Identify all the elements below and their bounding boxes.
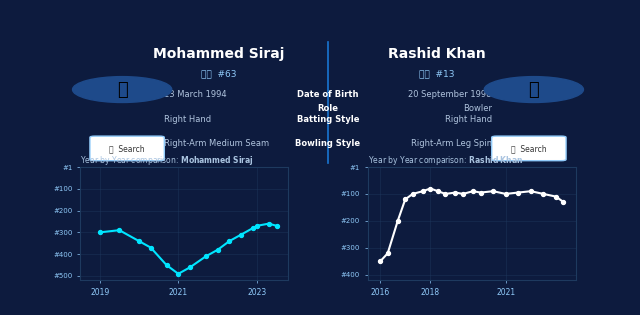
Point — [224, 238, 234, 243]
Text: Right-Arm Medium Seam: Right-Arm Medium Seam — [164, 139, 269, 148]
Point — [264, 221, 274, 226]
Text: Role: Role — [317, 104, 339, 113]
Point — [134, 238, 144, 243]
Point — [185, 265, 195, 270]
Text: Right Hand: Right Hand — [445, 115, 492, 124]
Text: Bowling Style: Bowling Style — [296, 139, 360, 148]
Circle shape — [72, 77, 172, 102]
Point — [418, 189, 428, 194]
Point — [114, 228, 124, 233]
Point — [551, 194, 561, 199]
Point — [146, 245, 156, 250]
Point — [500, 192, 511, 197]
Text: Date of Birth: Date of Birth — [297, 89, 359, 99]
Point — [392, 218, 403, 223]
Point — [525, 189, 536, 194]
Point — [212, 247, 223, 252]
Point — [433, 189, 443, 194]
Point — [440, 192, 451, 197]
Text: 🇮🇳  #63: 🇮🇳 #63 — [201, 69, 237, 78]
FancyBboxPatch shape — [492, 136, 566, 161]
Text: 🔍  Search: 🔍 Search — [109, 144, 145, 153]
Text: 🇦🇫  #13: 🇦🇫 #13 — [419, 69, 455, 78]
Point — [252, 223, 262, 228]
Point — [408, 192, 418, 197]
Text: Batting Style: Batting Style — [297, 115, 359, 124]
Point — [236, 232, 246, 237]
Point — [538, 192, 548, 197]
Point — [513, 190, 524, 195]
Text: Rashid Khan: Rashid Khan — [388, 47, 486, 61]
Point — [451, 190, 461, 195]
Text: Year by Year comparison: $\bf{Mohammed\ Siraj}$: Year by Year comparison: $\bf{Mohammed\ … — [80, 154, 254, 167]
Text: 🔍  Search: 🔍 Search — [511, 144, 547, 153]
Point — [400, 197, 410, 202]
Point — [95, 230, 105, 235]
Circle shape — [484, 77, 584, 102]
FancyBboxPatch shape — [90, 136, 164, 161]
Point — [468, 189, 478, 194]
Text: 🏏: 🏏 — [116, 81, 127, 99]
Point — [488, 189, 499, 194]
Point — [173, 271, 184, 276]
Text: Bowler: Bowler — [463, 104, 492, 113]
Text: Right-Arm Leg Spin: Right-Arm Leg Spin — [410, 139, 492, 148]
Text: 🏏: 🏏 — [529, 81, 540, 99]
Text: Right Hand: Right Hand — [164, 115, 211, 124]
Point — [476, 190, 486, 195]
Text: 13 March 1994: 13 March 1994 — [164, 89, 227, 99]
Text: 20 September 1998: 20 September 1998 — [408, 89, 492, 99]
Point — [458, 192, 468, 197]
Point — [383, 251, 393, 256]
Point — [425, 186, 435, 191]
Point — [248, 226, 258, 231]
Point — [558, 199, 568, 204]
Text: Year by Year comparison: $\bf{Rashid\ Khan}$: Year by Year comparison: $\bf{Rashid\ Kh… — [367, 154, 523, 167]
Point — [161, 263, 172, 268]
Text: Mohammed Siraj: Mohammed Siraj — [153, 47, 285, 61]
Point — [201, 254, 211, 259]
Point — [375, 259, 385, 264]
Point — [271, 223, 282, 228]
